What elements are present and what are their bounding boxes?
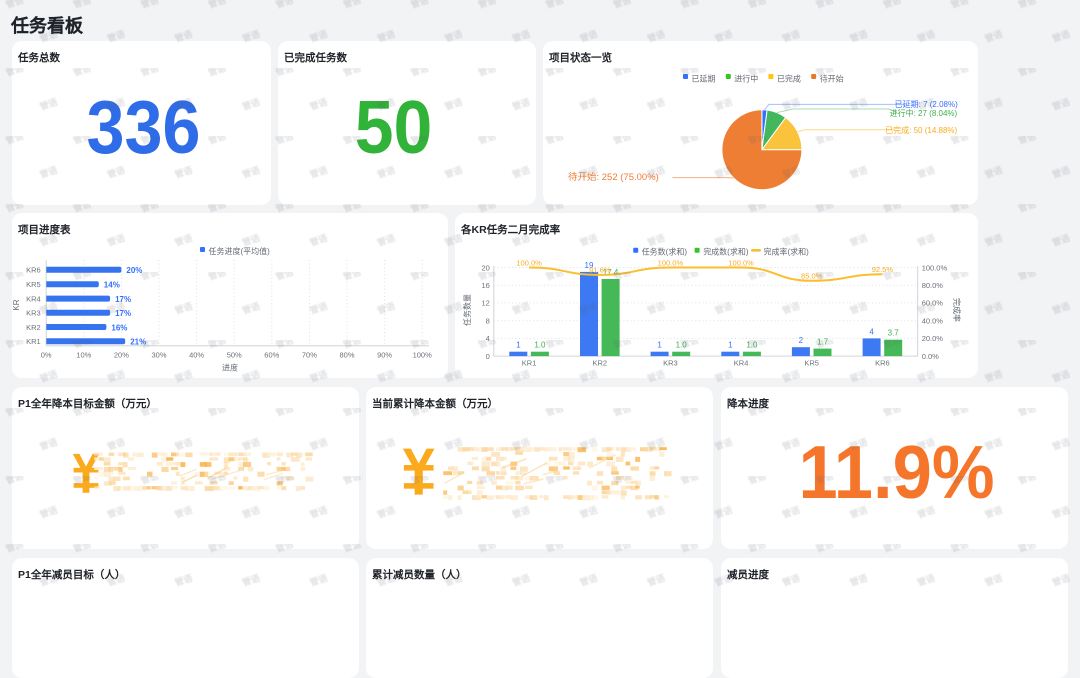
svg-text:80.0%: 80.0% <box>922 281 944 290</box>
svg-text:1.0: 1.0 <box>676 341 688 350</box>
svg-text:20%: 20% <box>114 350 129 359</box>
svg-text:完成率(求和): 完成率(求和) <box>764 246 810 256</box>
svg-text:4: 4 <box>486 334 490 343</box>
svg-text:完成数(求和): 完成数(求和) <box>703 246 749 256</box>
svg-text:16%: 16% <box>111 323 127 332</box>
svg-text:90%: 90% <box>377 350 392 359</box>
svg-text:KR3: KR3 <box>663 359 678 368</box>
svg-text:60%: 60% <box>264 350 279 359</box>
svg-text:KR6: KR6 <box>26 266 41 275</box>
svg-text:KR4: KR4 <box>26 294 41 303</box>
svg-text:100.0%: 100.0% <box>658 258 684 267</box>
svg-text:KR2: KR2 <box>26 323 41 332</box>
svg-text:1.0: 1.0 <box>534 341 546 350</box>
svg-text:4: 4 <box>869 327 874 336</box>
svg-text:50%: 50% <box>227 350 242 359</box>
svg-text:80%: 80% <box>339 350 354 359</box>
svg-text:1.0: 1.0 <box>746 341 758 350</box>
svg-text:14%: 14% <box>104 281 120 290</box>
svg-text:20: 20 <box>481 263 489 272</box>
svg-text:KR5: KR5 <box>26 280 41 289</box>
svg-text:20.0%: 20.0% <box>922 334 944 343</box>
svg-text:91.6%: 91.6% <box>589 266 611 275</box>
svg-text:21%: 21% <box>130 338 146 347</box>
svg-text:任务数(求和): 任务数(求和) <box>642 246 688 256</box>
svg-text:进度: 进度 <box>222 363 238 373</box>
svg-text:17%: 17% <box>115 309 131 318</box>
svg-text:KR: KR <box>12 299 21 310</box>
svg-text:0.0%: 0.0% <box>922 352 939 361</box>
svg-text:已完成: 已完成 <box>777 74 801 84</box>
svg-text:KR3: KR3 <box>26 309 41 318</box>
svg-text:已延期: 已延期 <box>692 74 716 84</box>
svg-text:2: 2 <box>799 336 804 345</box>
svg-text:40%: 40% <box>189 350 204 359</box>
svg-text:KR1: KR1 <box>26 337 41 346</box>
svg-text:1: 1 <box>657 341 662 350</box>
svg-text:待开始: 252 (75.00%): 待开始: 252 (75.00%) <box>568 171 659 183</box>
svg-text:16: 16 <box>481 281 489 290</box>
svg-text:待开始: 待开始 <box>820 74 844 84</box>
svg-text:任务进度(平均值): 任务进度(平均值) <box>209 246 271 256</box>
svg-text:100.0%: 100.0% <box>516 258 542 267</box>
svg-text:92.5%: 92.5% <box>872 265 894 274</box>
svg-text:KR6: KR6 <box>875 359 890 368</box>
svg-text:KR4: KR4 <box>734 359 749 368</box>
svg-text:1.7: 1.7 <box>817 338 829 347</box>
svg-text:40.0%: 40.0% <box>922 317 944 326</box>
svg-text:KR2: KR2 <box>593 359 608 368</box>
svg-text:70%: 70% <box>302 350 317 359</box>
svg-text:KR1: KR1 <box>522 359 537 368</box>
svg-text:0%: 0% <box>41 350 52 359</box>
svg-text:进行中: 27 (8.04%): 进行中: 27 (8.04%) <box>890 108 958 118</box>
svg-text:8: 8 <box>486 317 490 326</box>
svg-text:17%: 17% <box>115 295 131 304</box>
svg-text:1: 1 <box>728 341 733 350</box>
svg-text:85.0%: 85.0% <box>801 272 823 281</box>
svg-text:60.0%: 60.0% <box>922 299 944 308</box>
svg-text:100%: 100% <box>413 350 433 359</box>
svg-text:完成率: 完成率 <box>952 298 962 322</box>
svg-text:3.7: 3.7 <box>888 329 900 338</box>
svg-text:100.0%: 100.0% <box>922 263 948 272</box>
svg-text:KR5: KR5 <box>804 359 819 368</box>
svg-text:30%: 30% <box>151 350 166 359</box>
svg-text:1: 1 <box>516 341 521 350</box>
svg-text:12: 12 <box>481 299 489 308</box>
svg-text:0: 0 <box>486 352 490 361</box>
svg-text:100.0%: 100.0% <box>728 258 754 267</box>
svg-text:进行中: 进行中 <box>734 74 758 84</box>
svg-text:已延期: 7 (2.08%): 已延期: 7 (2.08%) <box>895 99 958 109</box>
svg-text:已完成: 50 (14.88%): 已完成: 50 (14.88%) <box>885 125 957 135</box>
svg-text:20%: 20% <box>126 266 142 275</box>
svg-text:任务数量: 任务数量 <box>462 294 472 326</box>
svg-text:10%: 10% <box>76 350 91 359</box>
